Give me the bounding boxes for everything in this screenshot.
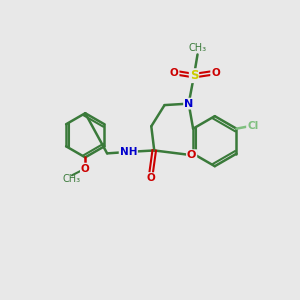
Text: O: O xyxy=(211,68,220,78)
Text: O: O xyxy=(170,68,178,78)
Text: CH₃: CH₃ xyxy=(63,174,81,184)
Text: O: O xyxy=(187,150,196,160)
Text: O: O xyxy=(147,173,156,183)
Text: O: O xyxy=(81,164,90,173)
Text: Cl: Cl xyxy=(247,121,258,131)
Text: NH: NH xyxy=(120,147,137,157)
Text: CH₃: CH₃ xyxy=(188,43,207,53)
Text: N: N xyxy=(184,99,193,109)
Text: S: S xyxy=(190,69,198,82)
